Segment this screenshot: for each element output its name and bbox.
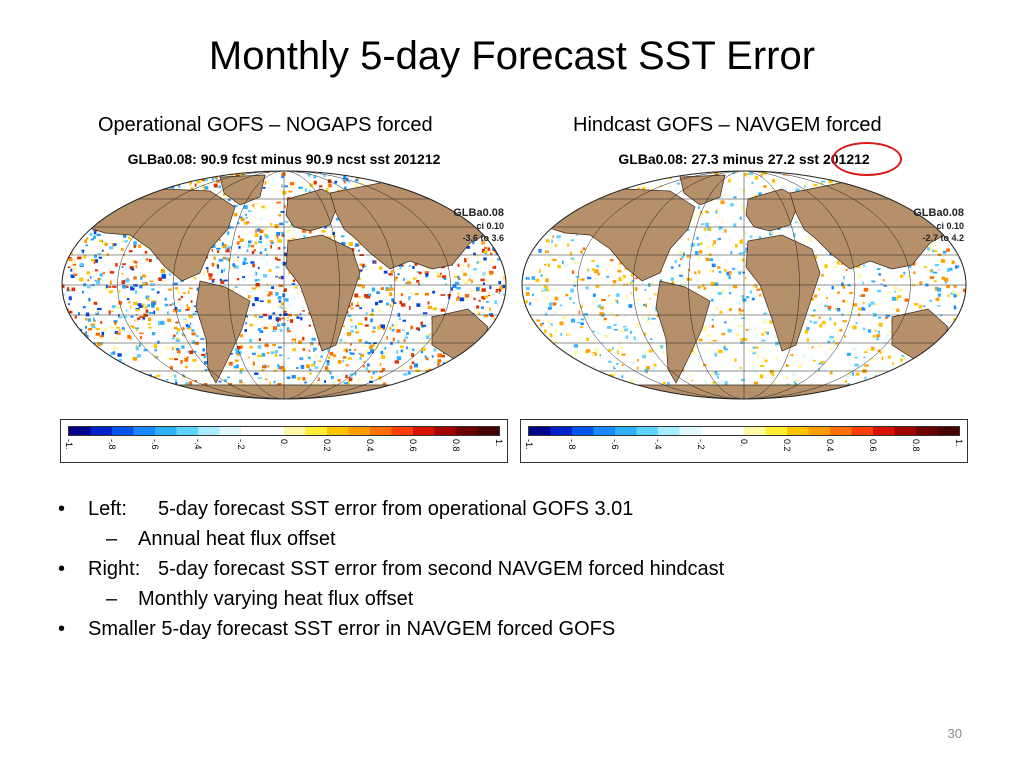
bullet-dot: • (58, 498, 66, 520)
colorbar-strip (68, 426, 500, 436)
colorbar-tick-label: -.4 (193, 439, 203, 450)
bullet-text: 5-day forecast SST error from second NAV… (158, 558, 725, 580)
right-sst-error-map (521, 170, 967, 400)
bullet-right: • Right: 5-day forecast SST error from se… (58, 554, 978, 584)
right-colorbar: -1. -.8 -.6 -.4 -.2 0. 0.2 0.4 0.6 0.8 1. (520, 419, 968, 463)
colorbar-tick-label: 0.8 (911, 439, 921, 452)
bullet-text: Smaller 5-day forecast SST error in NAVG… (88, 618, 616, 640)
left-sst-error-map (61, 170, 507, 400)
highlight-circle-annotation (832, 142, 902, 176)
colorbar-tick-label: -.8 (567, 439, 577, 450)
land-africa (285, 234, 361, 352)
bullet-list: • Left: 5-day forecast SST error from ope… (58, 494, 978, 644)
colorbar-tick-label: -1. (524, 439, 534, 450)
colorbar-tick-label: 0.4 (825, 439, 835, 452)
colorbar-tick-label: -.2 (236, 439, 246, 450)
sub-bullet-right: – Monthly varying heat flux offset (58, 584, 978, 614)
colorbar-tick-label: 0.6 (868, 439, 878, 452)
map-tag-range: -2.7 to 4.2 (922, 233, 964, 243)
colorbar-tick-label: -.4 (653, 439, 663, 450)
slide-title: Monthly 5-day Forecast SST Error (208, 34, 816, 78)
map-tag-name: GLBa0.08 (453, 207, 504, 219)
right-panel-caption: Hindcast GOFS – NAVGEM forced (573, 114, 882, 136)
colorbar-tick-label: -.8 (107, 439, 117, 450)
colorbar-tick-label: -1. (64, 439, 74, 450)
land-north-america (79, 188, 236, 282)
colorbar-tick-label: 0. (279, 439, 289, 447)
left-map-panel: GLBa0.08: 90.9 fcst minus 90.9 ncst sst … (60, 145, 508, 463)
bullet-left: • Left: 5-day forecast SST error from ope… (58, 494, 978, 524)
colorbar-strip (528, 426, 960, 436)
bullet-dot: • (58, 618, 66, 640)
right-map-panel: GLBa0.08: 27.3 minus 27.2 sst 201212 GLB… (520, 145, 968, 463)
bullet-text: 5-day forecast SST error from operationa… (158, 498, 634, 520)
map-border (521, 170, 967, 400)
land-europe (285, 188, 341, 232)
colorbar-tick-label: 0.2 (782, 439, 792, 452)
land-north-america (539, 188, 696, 282)
colorbar-tick-label: 0.6 (408, 439, 418, 452)
colorbar-tick-label: 0.2 (322, 439, 332, 452)
right-map-tag: GLBa0.08 ci 0.10 -2.7 to 4.2 (894, 207, 964, 244)
bullet-lead: Left: (88, 498, 127, 520)
sub-bullet-left: – Annual heat flux offset (58, 524, 978, 554)
colorbar-tick-label: 1. (494, 439, 504, 447)
left-colorbar: -1. -.8 -.6 -.4 -.2 0. 0.2 0.4 0.6 0.8 1. (60, 419, 508, 463)
sub-bullet-text: Annual heat flux offset (138, 528, 336, 550)
colorbar-tick-label: 0.8 (451, 439, 461, 452)
land-greenland (679, 174, 726, 206)
land-africa (745, 234, 821, 352)
colorbar-tick-label: 0. (739, 439, 749, 447)
colorbar-tick-label: 0.4 (365, 439, 375, 452)
sub-bullet-dash: – (106, 528, 118, 550)
map-tag-range: -3.6 to 3.6 (462, 233, 504, 243)
left-map-header: GLBa0.08: 90.9 fcst minus 90.9 ncst sst … (127, 151, 441, 167)
sub-bullet-text: Monthly varying heat flux offset (138, 588, 414, 610)
bullet-lead: Right: (88, 558, 141, 580)
colorbar-tick-label: -.2 (696, 439, 706, 450)
colorbar-tick-label: 1. (954, 439, 964, 447)
right-map-header: GLBa0.08: 27.3 minus 27.2 sst 201212 (618, 151, 870, 167)
left-map-tag: GLBa0.08 ci 0.10 -3.6 to 3.6 (434, 207, 504, 244)
left-panel-caption: Operational GOFS – NOGAPS forced (98, 114, 433, 136)
page-number: 30 (947, 726, 962, 741)
colorbar-tick-label: -.6 (610, 439, 620, 450)
sub-bullet-dash: – (106, 588, 118, 610)
map-tag-name: GLBa0.08 (913, 207, 964, 219)
map-tag-ci: ci 0.10 (476, 221, 504, 231)
map-tag-ci: ci 0.10 (936, 221, 964, 231)
land-europe (745, 188, 801, 232)
map-border (61, 170, 507, 400)
land-greenland (219, 174, 266, 206)
colorbar-tick-label: -.6 (150, 439, 160, 450)
bullet-summary: • Smaller 5-day forecast SST error in NA… (58, 614, 978, 644)
bullet-dot: • (58, 558, 66, 580)
